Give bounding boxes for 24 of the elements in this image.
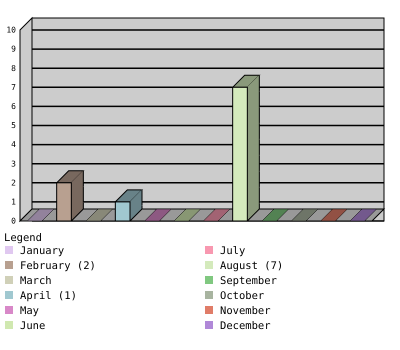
y-tick-label: 4 <box>11 140 16 150</box>
legend-label: October <box>220 290 264 302</box>
legend-label: March <box>20 275 52 287</box>
y-tick-label: 0 <box>11 216 16 226</box>
legend-label: July <box>220 245 246 257</box>
y-tick-label: 9 <box>11 44 16 54</box>
y-tick-label: 2 <box>11 178 16 188</box>
legend-label: January <box>20 245 64 257</box>
legend-label: August (7) <box>220 260 284 272</box>
y-tick-label: 7 <box>11 82 16 92</box>
y-tick-label: 1 <box>11 197 16 206</box>
legend-label: May <box>20 305 39 317</box>
legend-label: September <box>220 275 277 287</box>
legend-label: June <box>20 320 46 332</box>
y-tick-label: 10 <box>6 26 16 35</box>
y-tick-label: 5 <box>11 121 16 130</box>
y-tick-label: 8 <box>11 64 16 73</box>
legend-title: Legend <box>4 232 42 244</box>
legend-label: November <box>220 305 271 317</box>
y-tick-label: 3 <box>11 159 16 168</box>
legend-label: April (1) <box>20 290 77 302</box>
y-tick-label: 6 <box>11 102 16 111</box>
legend-label: February (2) <box>20 260 96 272</box>
legend-label: December <box>220 320 271 332</box>
